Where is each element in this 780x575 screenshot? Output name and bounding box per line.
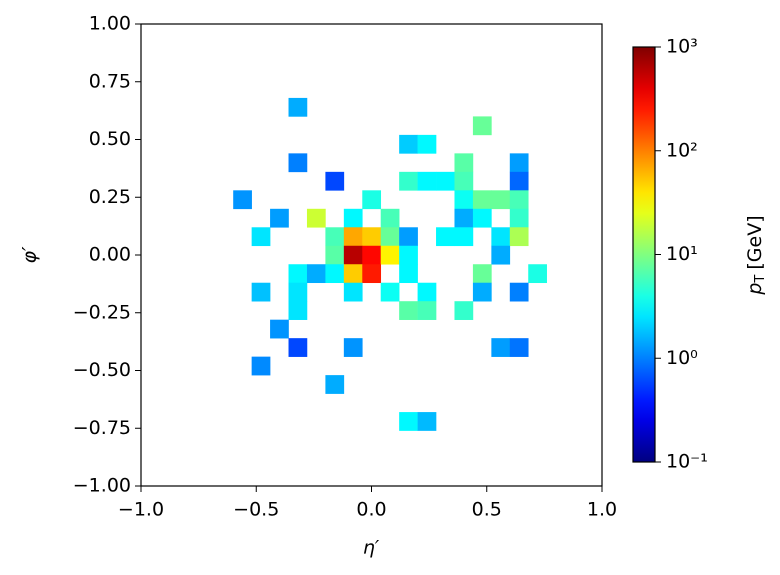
cell (454, 301, 474, 320)
cell (288, 153, 308, 173)
x-axis-label: η′ (363, 537, 380, 559)
cell (436, 227, 455, 247)
cell (325, 171, 345, 191)
colorbar-label-symbol: p (744, 283, 766, 296)
cell (399, 412, 418, 431)
cell (362, 190, 382, 210)
cell (343, 264, 363, 284)
cell (399, 245, 418, 265)
colorbar-tick-label: 10⁰ (666, 347, 698, 369)
cell (270, 208, 289, 228)
y-tick-label: 0.25 (89, 186, 131, 208)
cell (380, 245, 400, 265)
cell (380, 227, 400, 247)
cell (417, 134, 437, 154)
cell (288, 97, 308, 117)
cell (399, 171, 418, 191)
cell (399, 134, 418, 154)
cell (454, 171, 474, 191)
cell (509, 171, 529, 191)
y-tick-label: −0.50 (73, 359, 131, 381)
cell (399, 264, 418, 284)
y-tick-label: −0.75 (73, 417, 131, 439)
cell (491, 245, 511, 265)
cell (233, 190, 252, 210)
cell (251, 282, 271, 302)
cell (306, 208, 326, 228)
cell (362, 264, 382, 284)
y-tick-label: −0.25 (73, 301, 131, 323)
cell (251, 356, 271, 376)
cell (380, 282, 400, 302)
cell (417, 412, 437, 431)
colorbar-tick-label: 10⁻¹ (666, 451, 708, 473)
cell (343, 208, 363, 228)
cell (491, 190, 511, 210)
colorbar-label-unit: [GeV] (744, 215, 766, 269)
cell (509, 227, 529, 247)
cell (325, 375, 345, 394)
cell (454, 153, 474, 173)
cell (454, 208, 474, 228)
cell (251, 227, 271, 247)
cell (417, 282, 437, 302)
cell (417, 171, 437, 191)
x-tick-label: 0.5 (472, 499, 502, 521)
x-tick-label: −0.5 (233, 499, 279, 521)
cell (454, 190, 474, 210)
cell (509, 282, 529, 302)
colorbar-label-subscript: T (753, 275, 768, 284)
x-tick-label: 0.0 (356, 499, 386, 521)
cell (472, 264, 492, 284)
cell (362, 245, 382, 265)
cell (306, 264, 326, 284)
y-tick-label: 0.50 (89, 128, 131, 150)
cell (343, 227, 363, 247)
cell (325, 245, 345, 265)
cell (325, 227, 345, 247)
colorbar-tick-label: 10¹ (666, 243, 698, 265)
cell (362, 227, 382, 247)
cell (472, 208, 492, 228)
cell (454, 227, 474, 247)
cell (472, 190, 492, 210)
cell (343, 338, 363, 357)
cell (491, 338, 511, 357)
cell (288, 338, 308, 357)
cell (288, 282, 308, 302)
cell (472, 116, 492, 136)
cell (343, 282, 363, 302)
y-tick-label: −1.00 (73, 475, 131, 497)
y-tick-label: 0.00 (89, 244, 131, 266)
cell (509, 153, 529, 173)
colorbar-tick-label: 10³ (666, 36, 698, 58)
cell (528, 264, 547, 284)
cell (509, 190, 529, 210)
cell (436, 171, 455, 191)
cell (288, 264, 308, 284)
y-tick-label: 1.00 (89, 13, 131, 35)
x-tick-label: −1.0 (118, 499, 164, 521)
cell (509, 338, 529, 357)
cell (399, 227, 418, 247)
cell (343, 245, 363, 265)
x-tick-label: 1.0 (587, 499, 617, 521)
cell (380, 208, 400, 228)
cell (417, 301, 437, 320)
cell (325, 264, 345, 284)
cell (472, 282, 492, 302)
colorbar-tick-label: 10² (666, 139, 698, 161)
y-tick-label: 0.75 (89, 70, 131, 92)
y-axis-label: φ′ (19, 246, 41, 264)
colorbar (632, 46, 656, 463)
cell (399, 301, 418, 320)
colorbar-label: pT [GeV] (744, 215, 768, 295)
cell (288, 301, 308, 320)
cell (270, 319, 289, 339)
cell (491, 227, 511, 247)
cell (509, 208, 529, 228)
